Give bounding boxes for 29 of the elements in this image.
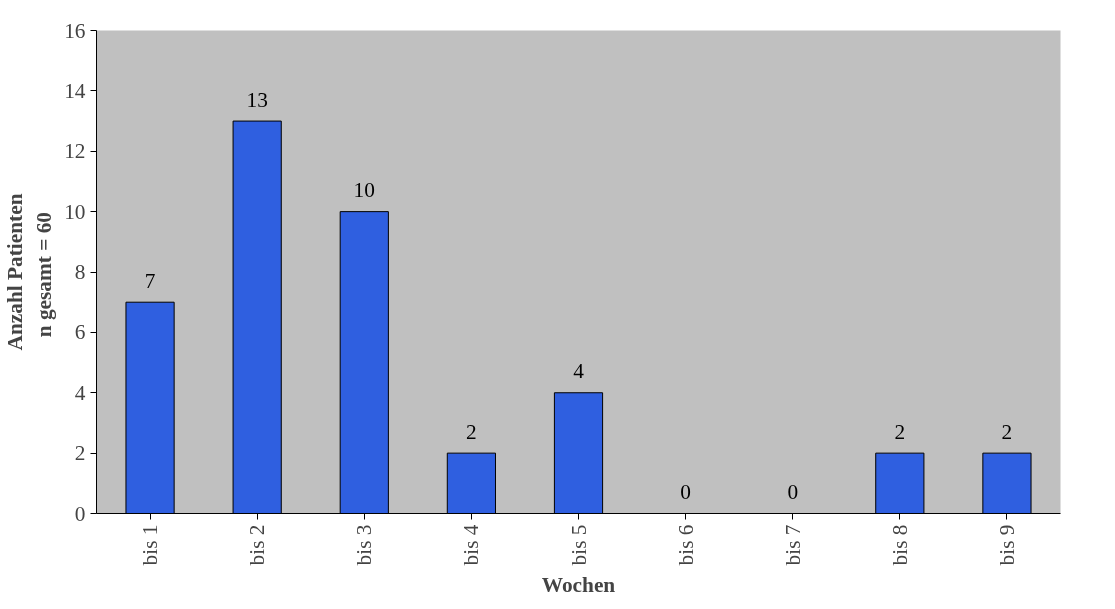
x-tick-label: bis 6: [673, 524, 698, 566]
y-tick-label: 6: [74, 320, 86, 345]
x-tick-label: bis 9: [994, 524, 1019, 566]
data-label: 4: [573, 359, 585, 384]
data-label: 2: [894, 419, 906, 444]
data-label: 2: [466, 419, 477, 444]
x-tick-label: bis 4: [459, 524, 484, 566]
y-axis-title: Anzahl Patienten n gesamt = 60: [3, 193, 57, 351]
x-tick-label: bis 7: [780, 524, 805, 566]
y-tick-label: 4: [74, 380, 86, 405]
data-label: 0: [680, 480, 691, 505]
data-label: 13: [246, 87, 268, 112]
x-tick-label: bis 1: [138, 524, 163, 566]
data-label: 10: [353, 178, 375, 203]
data-label: 7: [144, 268, 156, 293]
x-tick-label: bis 2: [245, 524, 270, 566]
data-label: 2: [1001, 419, 1013, 444]
y-tick-label: 12: [64, 139, 86, 164]
x-axis-title: Wochen: [541, 573, 616, 598]
y-tick-label: 8: [74, 260, 86, 284]
x-tick-label: bis 5: [566, 524, 591, 566]
y-tick-label: 16: [64, 18, 86, 43]
data-label: 0: [787, 480, 799, 505]
y-tick-label: 10: [64, 199, 86, 224]
y-tick-label: 2: [74, 441, 86, 466]
x-tick-label: bis 8: [887, 524, 912, 566]
y-tick-label: 14: [64, 78, 86, 103]
x-tick-label: bis 3: [352, 524, 377, 566]
y-tick-label: 0: [74, 501, 86, 526]
